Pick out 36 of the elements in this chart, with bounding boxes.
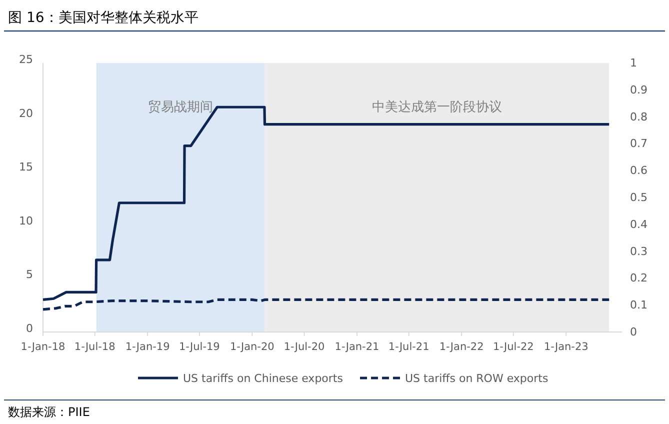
y2-tick-label: 0.5 [630, 191, 648, 204]
y2-tick-label: 0.1 [630, 298, 648, 312]
legend-item: US tariffs on Chinese exports [138, 372, 343, 385]
y2-tick-label: 0.3 [630, 244, 648, 258]
x-tick-label: 1-Jul-19 [178, 341, 220, 353]
x-tick-label: 1-Jan-19 [125, 341, 170, 353]
y-tick-label: 5 [26, 268, 33, 282]
x-tick-label: 1-Jul-21 [388, 341, 430, 353]
legend-label: US tariffs on Chinese exports [183, 372, 344, 385]
y-tick-label: 20 [19, 106, 33, 120]
x-tick-label: 1-Jan-23 [544, 341, 588, 353]
x-tick-label: 1-Jul-18 [74, 341, 116, 353]
y2-tick-label: 0.9 [630, 83, 648, 96]
band-label: 中美达成第一阶段协议 [372, 99, 502, 115]
x-tick-label: 1-Jul-22 [492, 341, 534, 353]
x-tick-label: 1-Jan-18 [20, 341, 66, 353]
y2-tick-label: 0.6 [630, 164, 648, 178]
y2-tick-label: 0.7 [630, 137, 648, 150]
y2-tick-label: 0.4 [630, 218, 648, 231]
source-note: 数据来源：PIIE [8, 405, 90, 419]
y-tick-label: 10 [19, 214, 33, 228]
y2-tick-label: 0 [630, 326, 637, 338]
legend-item: US tariffs on ROW exports [360, 372, 548, 385]
band-label: 贸易战期间 [148, 100, 214, 115]
x-tick-label: 1-Jan-21 [334, 341, 380, 353]
y2-tick-label: 0.2 [630, 272, 648, 285]
chart-title: 图 16：美国对华整体关税水平 [8, 10, 198, 26]
legend-label: US tariffs on ROW exports [405, 372, 548, 385]
y2-tick-label: 0.8 [630, 110, 648, 124]
x-tick-label: 1-Jan-22 [439, 341, 484, 353]
x-tick-label: 1-Jul-20 [284, 341, 325, 353]
y-tick-label: 15 [19, 160, 33, 174]
y-tick-label: 0 [26, 322, 33, 335]
y2-tick-label: 1 [630, 56, 637, 70]
y-tick-label: 25 [19, 53, 33, 66]
x-tick-label: 1-Jan-20 [230, 341, 274, 353]
